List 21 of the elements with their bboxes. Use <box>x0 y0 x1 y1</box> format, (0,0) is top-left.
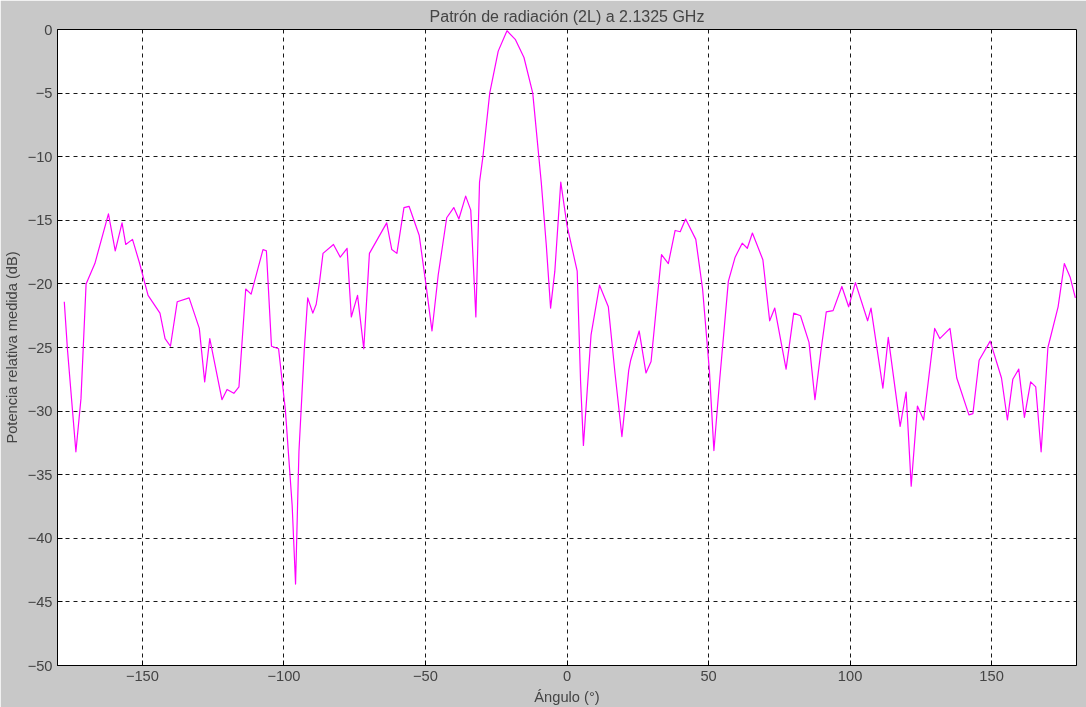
y-tick-label: −25 <box>27 339 53 356</box>
y-tick-label: −5 <box>35 85 53 102</box>
y-tick-label: 0 <box>44 21 53 38</box>
x-tick-label: 50 <box>700 667 717 684</box>
x-tick-label: −100 <box>267 667 301 684</box>
x-tick-label: 0 <box>562 667 572 684</box>
line-series <box>63 30 1076 585</box>
y-tick-label: −30 <box>27 403 53 420</box>
x-tick-label: 100 <box>837 667 863 684</box>
y-axis-title: Potencia relativa medida (dB) <box>3 251 20 444</box>
x-tick-label: −50 <box>413 667 438 684</box>
x-axis-title: Ángulo (°) <box>534 688 600 705</box>
y-tick-label: −40 <box>27 530 53 547</box>
y-tick-label: −20 <box>27 275 53 292</box>
y-tick-label: −10 <box>27 148 53 165</box>
x-tick-label: 150 <box>979 667 1004 684</box>
chart-title: Patrón de radiación (2L) a 2.1325 GHz <box>429 7 705 25</box>
x-tick-label: −150 <box>125 667 159 684</box>
y-tick-label: −45 <box>27 593 53 610</box>
y-tick-label: −35 <box>27 466 53 483</box>
y-tick-label: −15 <box>27 212 53 229</box>
